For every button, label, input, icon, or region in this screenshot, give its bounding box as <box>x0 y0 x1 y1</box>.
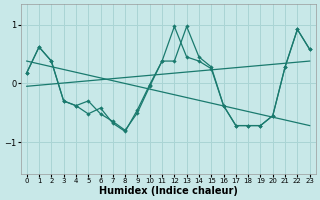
X-axis label: Humidex (Indice chaleur): Humidex (Indice chaleur) <box>99 186 238 196</box>
